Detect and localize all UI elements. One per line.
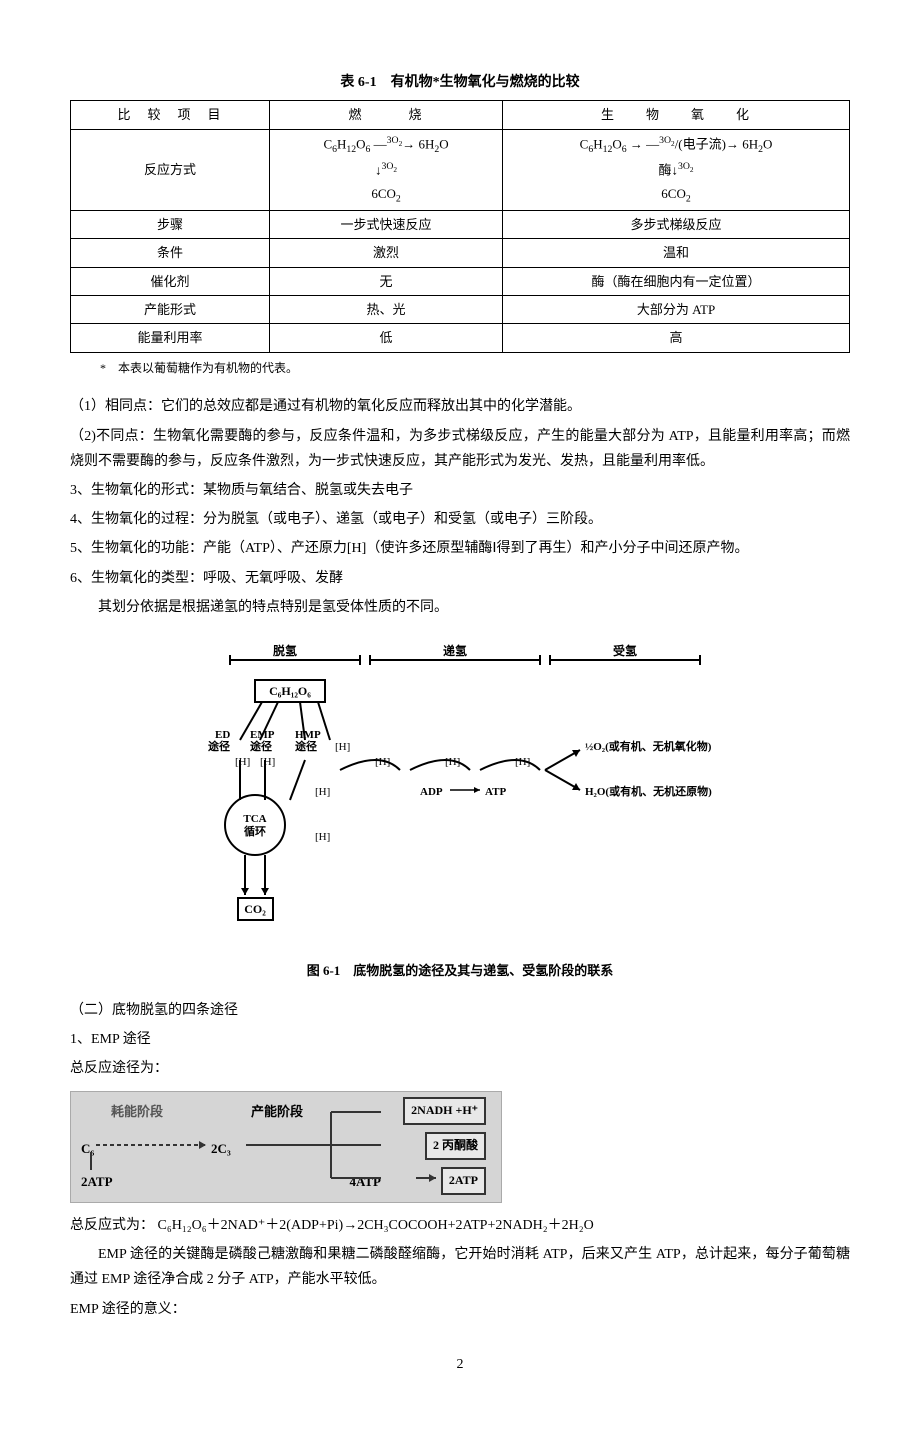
para-1: （1）相同点：它们的总效应都是通过有机物的氧化反应而释放出其中的化学潜能。 — [70, 394, 850, 419]
svg-text:HMP: HMP — [295, 729, 321, 741]
section-accept: 受氢 — [613, 643, 637, 658]
svg-text:ADP: ADP — [420, 786, 443, 798]
col-header-0: 比 较 项 目 — [71, 101, 270, 129]
svg-text:[H]: [H] — [375, 756, 390, 768]
col-header-1: 燃 烧 — [270, 101, 503, 129]
diagram-caption: 图 6-1 底物脱氢的途径及其与递氢、受氢阶段的联系 — [70, 959, 850, 982]
row5-label: 能量利用率 — [71, 324, 270, 352]
svg-text:[H]: [H] — [445, 756, 460, 768]
row3-label: 催化剂 — [71, 267, 270, 295]
svg-text:ATP: ATP — [485, 786, 506, 798]
row1-label: 步骤 — [71, 210, 270, 238]
para-indent: 其划分依据是根据递氢的特点特别是氢受体性质的不同。 — [70, 595, 850, 620]
formula-text: C₆H₁₂O₆＋2NAD⁺＋2(ADP+Pi)→2CH₃COCOOH+2ATP+… — [158, 1218, 594, 1233]
row4-right: 大部分为 ATP — [503, 296, 850, 324]
svg-text:½O₂(或有机、无机氧化物): ½O₂(或有机、无机氧化物) — [585, 739, 712, 753]
svg-text:ED: ED — [215, 729, 230, 741]
section-dehydro: 脱氢 — [273, 643, 297, 658]
row4-left: 热、光 — [270, 296, 503, 324]
comparison-table: 比 较 项 目 燃 烧 生 物 氧 化 反应方式 C6H12O6 —3O2→ 6… — [70, 100, 850, 353]
row5-left: 低 — [270, 324, 503, 352]
para-3: 3、生物氧化的形式：某物质与氧结合、脱氢或失去电子 — [70, 478, 850, 503]
table-footnote: * 本表以葡萄糖作为有机物的代表。 — [100, 358, 850, 380]
table-title: 表 6-1 有机物*生物氧化与燃烧的比较 — [70, 70, 850, 95]
row0-right: C6H12O6 → —3O2/(电子流)→ 6H2O酶↓3O26CO2 — [503, 129, 850, 210]
para-4: 4、生物氧化的过程：分为脱氢（或电子）、递氢（或电子）和受氢（或电子）三阶段。 — [70, 507, 850, 532]
row3-left: 无 — [270, 267, 503, 295]
col-header-2: 生 物 氧 化 — [503, 101, 850, 129]
row1-left: 一步式快速反应 — [270, 210, 503, 238]
section2-title: （二）底物脱氢的四条途径 — [70, 998, 850, 1023]
formula-line: 总反应式为： C₆H₁₂O₆＋2NAD⁺＋2(ADP+Pi)→2CH₃COCOO… — [70, 1213, 850, 1238]
row0-left: C6H12O6 —3O2→ 6H2O↓3O26CO2 — [270, 129, 503, 210]
pathway-diagram: 脱氢 递氢 受氢 C₆H₁₂O₆ ED 途径 EMP 途径 HMP 途径 [H]… — [70, 640, 850, 939]
glucose-box: C₆H₁₂O₆ — [269, 684, 311, 698]
svg-text:EMP: EMP — [250, 729, 275, 741]
svg-text:[H]: [H] — [260, 756, 275, 768]
formula-label: 总反应式为： — [70, 1218, 154, 1233]
page-number: 2 — [70, 1352, 850, 1377]
row0-label: 反应方式 — [71, 129, 270, 210]
para-after2: EMP 途径的意义： — [70, 1297, 850, 1322]
svg-text:途径: 途径 — [208, 739, 230, 753]
row5-right: 高 — [503, 324, 850, 352]
emp-line: 总反应途径为： — [70, 1056, 850, 1081]
emp-diagram: 耗能阶段 产能阶段 2NADH +H⁺ 2 丙酮酸 C₆ 2C₃ 2ATP 4A… — [70, 1091, 502, 1203]
svg-text:H₂O(或有机、无机还原物): H₂O(或有机、无机还原物) — [585, 784, 712, 798]
para-5: 5、生物氧化的功能：产能（ATP）、产还原力[H]（使许多还原型辅酶Ⅰ得到了再生… — [70, 536, 850, 561]
section-transfer: 递氢 — [443, 643, 467, 658]
svg-text:[H]: [H] — [335, 741, 350, 753]
svg-text:[H]: [H] — [515, 756, 530, 768]
row2-label: 条件 — [71, 239, 270, 267]
row4-label: 产能形式 — [71, 296, 270, 324]
svg-text:[H]: [H] — [315, 786, 330, 798]
row2-left: 激烈 — [270, 239, 503, 267]
para-6: 6、生物氧化的类型：呼吸、无氧呼吸、发酵 — [70, 566, 850, 591]
svg-text:CO₂: CO₂ — [244, 902, 266, 916]
svg-text:[H]: [H] — [315, 831, 330, 843]
svg-text:循环: 循环 — [244, 824, 266, 838]
svg-text:TCA: TCA — [243, 813, 266, 825]
row2-right: 温和 — [503, 239, 850, 267]
row3-right: 酶（酶在细胞内有一定位置） — [503, 267, 850, 295]
para-after1: EMP 途径的关键酶是磷酸己糖激酶和果糖二磷酸醛缩酶，它开始时消耗 ATP，后来… — [70, 1242, 850, 1292]
svg-text:[H]: [H] — [235, 756, 250, 768]
emp-title: 1、EMP 途径 — [70, 1027, 850, 1052]
svg-text:途径: 途径 — [295, 739, 317, 753]
svg-text:途径: 途径 — [250, 739, 272, 753]
row1-right: 多步式梯级反应 — [503, 210, 850, 238]
para-2: （2)不同点：生物氧化需要酶的参与，反应条件温和，为多步式梯级反应，产生的能量大… — [70, 424, 850, 474]
